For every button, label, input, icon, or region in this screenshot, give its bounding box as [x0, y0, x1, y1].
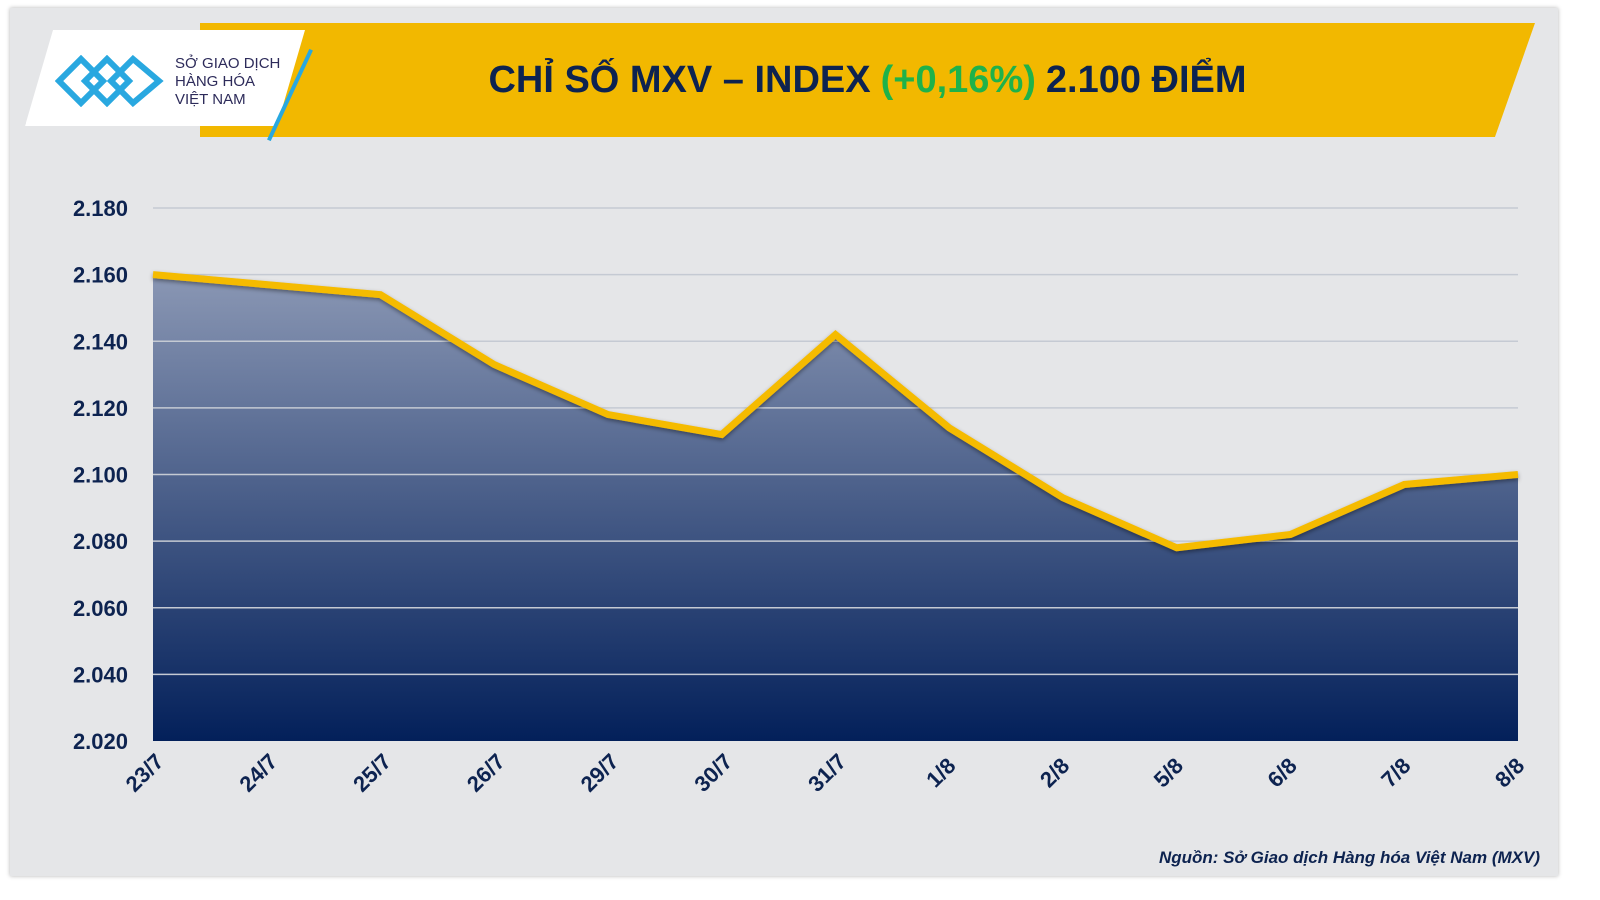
x-tick-label: 6/8 — [1262, 753, 1301, 792]
y-tick-label: 2.080 — [73, 529, 128, 554]
x-tick-label: 25/7 — [348, 749, 396, 797]
area-fill — [153, 274, 1518, 741]
logo-text: SỞ GIAO DỊCH HÀNG HÓA VIỆT NAM — [175, 55, 280, 109]
title-suffix: 2.100 ĐIỂM — [1045, 58, 1247, 101]
logo-line-2: HÀNG HÓA — [175, 73, 256, 90]
x-tick-label: 29/7 — [576, 749, 624, 797]
y-tick-label: 2.020 — [73, 729, 128, 754]
chart-title: CHỈ SỐ MXV – INDEX (+0,16%) 2.100 ĐIỂM — [300, 23, 1435, 137]
y-tick-label: 2.040 — [73, 662, 128, 687]
y-tick-label: 2.160 — [73, 263, 128, 288]
x-tick-label: 24/7 — [234, 749, 282, 797]
logo-mark-icon — [55, 55, 164, 107]
x-tick-label: 23/7 — [121, 749, 169, 797]
x-tick-label: 7/8 — [1376, 753, 1415, 792]
x-tick-label: 1/8 — [921, 753, 960, 792]
x-tick-label: 2/8 — [1035, 753, 1074, 792]
source-note: Nguồn: Sở Giao dịch Hàng hóa Việt Nam (M… — [1158, 848, 1540, 867]
y-tick-label: 2.180 — [73, 196, 128, 221]
y-tick-label: 2.140 — [73, 329, 128, 354]
x-tick-label: 30/7 — [689, 749, 737, 797]
x-tick-label: 26/7 — [462, 749, 510, 797]
title-change: (+0,16%) — [880, 58, 1036, 101]
logo-line-3: VIỆT NAM — [175, 91, 246, 108]
logo-line-1: SỞ GIAO DỊCH — [175, 55, 281, 72]
x-tick-label: 5/8 — [1149, 753, 1188, 792]
logo — [25, 30, 305, 126]
y-tick-label: 2.060 — [73, 596, 128, 621]
y-tick-label: 2.120 — [73, 396, 128, 421]
x-tick-label: 31/7 — [803, 749, 851, 797]
y-tick-label: 2.100 — [73, 463, 128, 488]
title-prefix: CHỈ SỐ MXV – INDEX — [488, 58, 871, 101]
x-tick-label: 8/8 — [1490, 753, 1529, 792]
title-banner — [200, 23, 1535, 137]
